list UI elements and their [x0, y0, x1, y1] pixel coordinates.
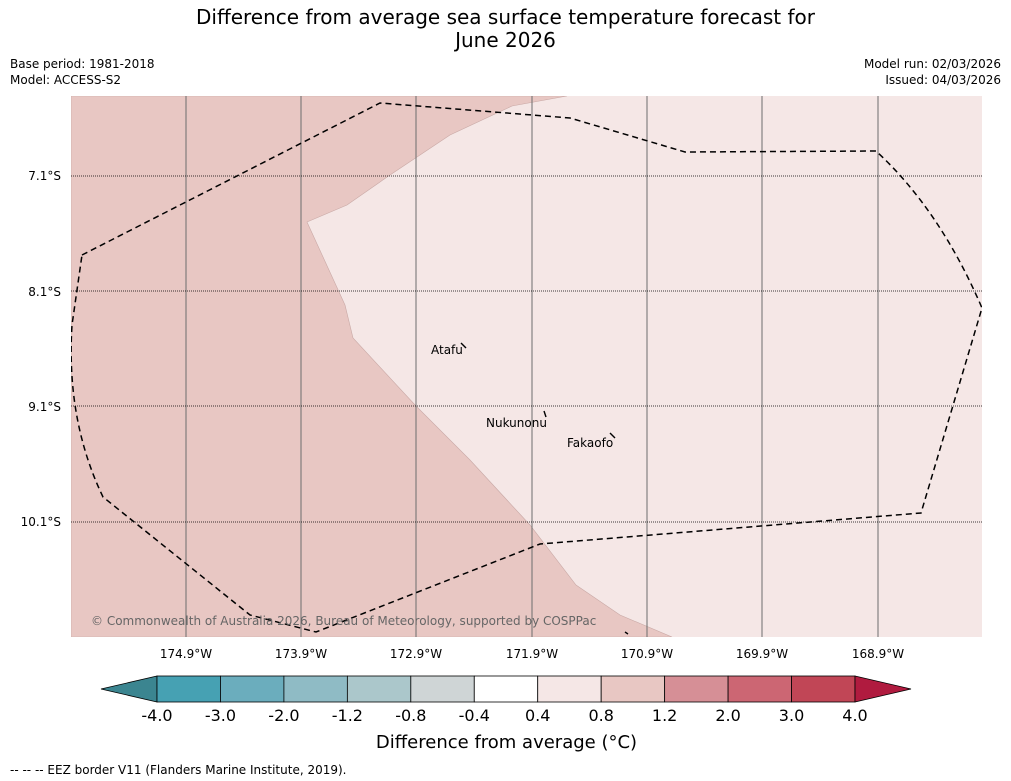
colorbar-segment-7: [600, 675, 666, 703]
lon-label-174-9w: 174.9°W: [159, 647, 213, 661]
model-name: Model: ACCESS-S2: [10, 73, 122, 87]
colorbar-tick-label: -3.0: [204, 706, 237, 725]
copyright-notice: © Commonwealth of Australia 2026, Bureau…: [91, 614, 597, 628]
place-label-atafu: Atafu: [431, 343, 463, 357]
atafu-island: [460, 342, 467, 349]
base-period: Base period: 1981-2018: [10, 57, 155, 71]
map-area: [71, 96, 982, 637]
island-shapes: [460, 342, 629, 635]
colorbar-tick-label: -4.0: [141, 706, 173, 725]
colorbar-over-arrow: [854, 675, 912, 703]
place-label-nukunonu: Nukunonu: [486, 416, 547, 430]
issued-date: Issued: 04/03/2026: [885, 73, 1001, 87]
colorbar-tick-label: 0.8: [588, 706, 614, 725]
colorbar-segment-2: [283, 675, 348, 703]
lon-label-171-9w: 171.9°W: [505, 647, 559, 661]
colorbar-tick-label: 1.2: [651, 706, 678, 725]
colorbar-tick-label: 3.0: [778, 706, 805, 725]
lon-label-170-9w: 170.9°W: [620, 647, 674, 661]
meta-left: Base period: 1981-2018 Model: ACCESS-S2: [10, 56, 155, 88]
colorbar-tick-label: -2.0: [268, 706, 300, 725]
footer-note: -- -- -- EEZ border V11 (Flanders Marine…: [10, 763, 347, 777]
colorbar-under-arrow: [100, 675, 158, 703]
lat-label-8-1s: 8.1°S: [28, 285, 61, 299]
colorbar-tick-label: -0.4: [458, 706, 490, 725]
eez-border: [71, 102, 982, 633]
meta-right: Model run: 02/03/2026 Issued: 04/03/2026: [864, 56, 1001, 88]
fakaofo-island: [609, 432, 616, 439]
lon-label-172-9w: 172.9°W: [389, 647, 443, 661]
colorbar-tick-label: 2.0: [715, 706, 741, 725]
place-label-fakaofo: Fakaofo: [567, 436, 614, 450]
title-line-1: Difference from average sea surface temp…: [195, 5, 815, 29]
colorbar: [100, 675, 912, 703]
colorbar-tick-label: 4.0: [842, 706, 868, 725]
lon-label-173-9w: 173.9°W: [274, 647, 328, 661]
colorbar-segment-5: [473, 675, 539, 703]
nukunonu-island: [543, 410, 547, 418]
minor-island: [624, 631, 629, 635]
colorbar-tick-label: -0.8: [395, 706, 427, 725]
colorbar-segment-3: [346, 675, 412, 703]
chart-title: Difference from average sea surface temp…: [0, 6, 1011, 52]
title-line-2: June 2026: [455, 28, 556, 52]
lat-label-7-1s: 7.1°S: [28, 169, 61, 183]
meridian-lines: [185, 96, 879, 637]
lat-label-9-1s: 9.1°S: [28, 400, 61, 414]
colorbar-segment-4: [410, 675, 475, 703]
colorbar-segment-10: [791, 675, 856, 703]
colorbar-tick-label: 0.4: [524, 706, 551, 725]
colorbar-segment-9: [727, 675, 792, 703]
colorbar-tick-label: -1.2: [331, 706, 363, 725]
lon-label-168-9w: 168.9°W: [851, 647, 905, 661]
warm-anomaly-zone: [71, 96, 673, 637]
colorbar-segment-6: [537, 675, 602, 703]
lon-label-169-9w: 169.9°W: [735, 647, 789, 661]
colorbar-segment-8: [664, 675, 729, 703]
colorbar-label: Difference from average (°C): [375, 732, 638, 753]
colorbar-segment-1: [220, 675, 285, 703]
lat-label-10-1s: 10.1°S: [20, 515, 61, 529]
model-run: Model run: 02/03/2026: [863, 57, 1001, 71]
colorbar-segment-0: [156, 675, 221, 703]
